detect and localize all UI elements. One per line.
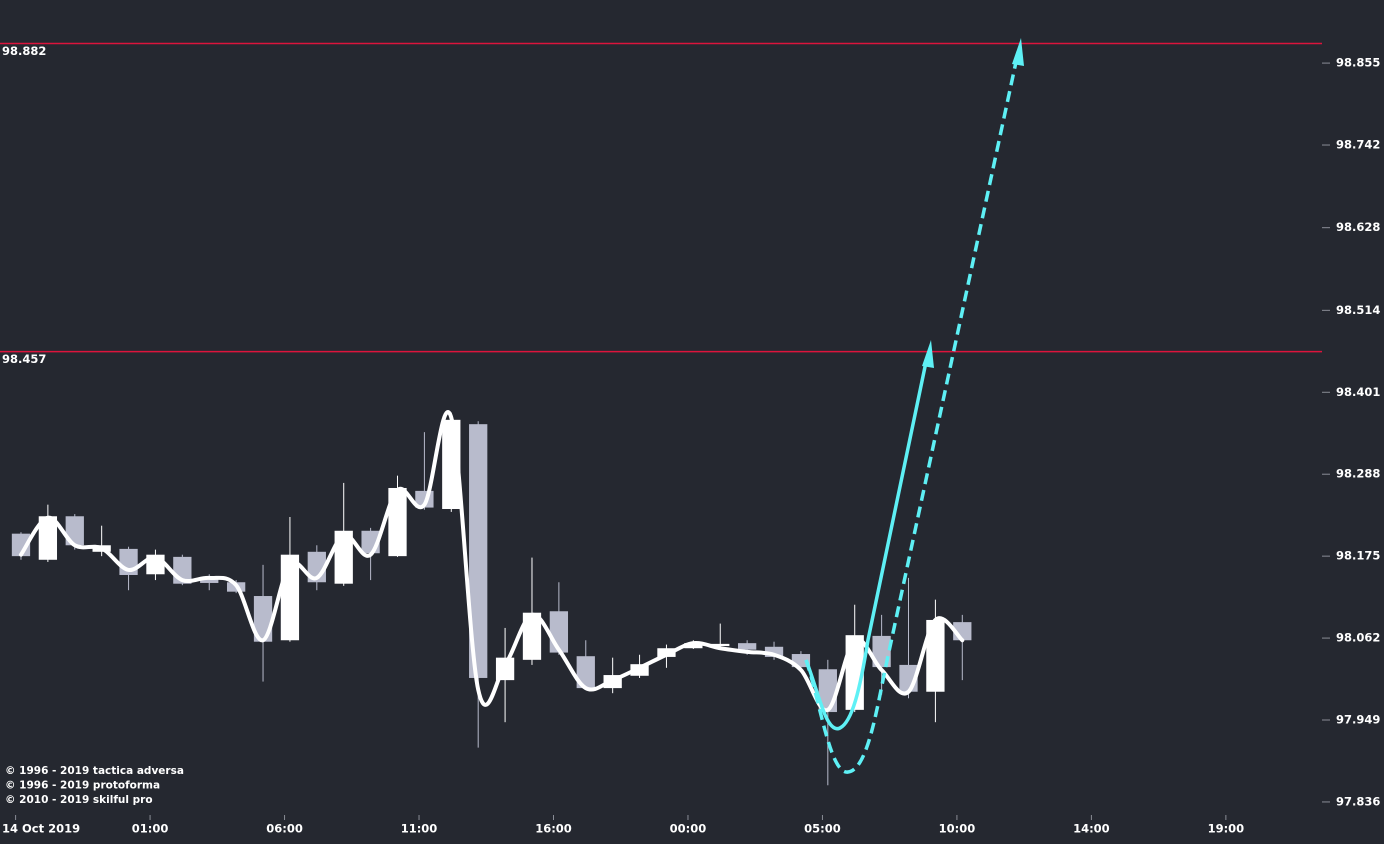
candle-body <box>334 530 353 584</box>
projection-solid <box>804 361 928 731</box>
y-tick-label: 98.514 <box>1336 303 1380 317</box>
copyright-note: © 1996 - 2019 protoforma <box>5 780 160 792</box>
copyright-note: © 1996 - 2019 tactica adversa <box>5 765 184 777</box>
projection-dashed <box>804 61 1018 774</box>
y-tick-label: 98.062 <box>1336 631 1380 645</box>
y-tick-label: 97.836 <box>1336 794 1380 808</box>
candle-body <box>38 516 58 560</box>
candle-body <box>711 643 730 647</box>
candle-body <box>684 643 703 649</box>
x-tick-label: 14:00 <box>1073 822 1110 836</box>
x-tick-label: 00:00 <box>670 822 707 836</box>
candle-body <box>200 577 219 583</box>
x-tick-label: 06:00 <box>266 822 303 836</box>
y-tick-label: 98.401 <box>1336 385 1380 399</box>
level-label: 98.457 <box>2 352 46 366</box>
y-tick-label: 98.742 <box>1336 138 1380 152</box>
candle-body <box>926 619 945 692</box>
smoothed-line <box>18 410 965 712</box>
x-tick-label: 19:00 <box>1208 822 1245 836</box>
copyright-note: © 2010 - 2019 skilful pro <box>5 794 153 806</box>
level-label: 98.882 <box>2 44 46 58</box>
x-tick-label: 05:00 <box>804 822 841 836</box>
y-tick-label: 97.949 <box>1336 713 1380 727</box>
x-tick-label: 11:00 <box>401 822 438 836</box>
y-tick-label: 98.288 <box>1336 467 1380 481</box>
arrow-head <box>1012 38 1024 66</box>
candle-body <box>764 646 784 657</box>
candle-body <box>737 643 757 650</box>
y-tick-label: 98.855 <box>1336 56 1380 70</box>
x-tick-label: 01:00 <box>132 822 169 836</box>
x-tick-label: 10:00 <box>939 822 976 836</box>
candle-body <box>388 487 407 557</box>
arrow-head <box>922 340 934 368</box>
plot <box>0 42 1322 786</box>
labels: 98.855 98.742 98.628 98.514 98.401 98.288 98.1… <box>2 44 1380 835</box>
projection-arrows <box>804 38 1024 774</box>
candle-body <box>469 424 488 678</box>
y-tick-label: 98.628 <box>1336 220 1380 234</box>
y-tick-label: 98.175 <box>1336 549 1380 563</box>
x-tick-label: 14 Oct 2019 <box>2 822 80 836</box>
candle-body <box>576 656 595 689</box>
x-tick-label: 16:00 <box>535 822 572 836</box>
candle-body <box>522 612 542 660</box>
